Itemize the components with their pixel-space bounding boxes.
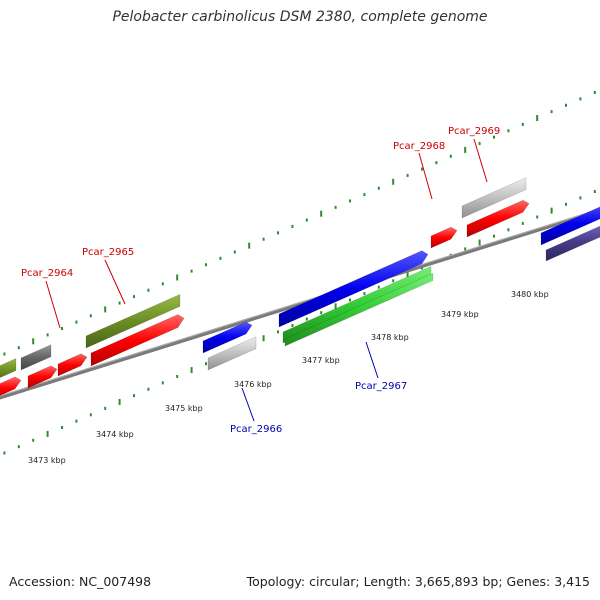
gene-red-left-edge <box>0 376 22 396</box>
tick-track-top <box>3 91 596 356</box>
leader-line <box>241 387 255 422</box>
gene-red-small-b <box>57 353 88 377</box>
map-title: Pelobacter carbinolicus DSM 2380, comple… <box>112 9 488 25</box>
leader-line <box>104 259 126 305</box>
leader-line <box>365 341 379 379</box>
scale-label: 3477 kbp <box>302 356 340 365</box>
gene-olive-left-edge <box>0 358 17 378</box>
genome-backbone <box>0 208 600 400</box>
scale-label: 3478 kbp <box>371 333 409 342</box>
gene-label: Pcar_2968 <box>393 141 445 152</box>
gene-red-tiny <box>430 226 458 249</box>
scale-label: 3474 kbp <box>96 430 134 439</box>
gene-label: Pcar_2966 <box>230 424 282 435</box>
gene-silver-short <box>207 336 257 371</box>
gene-label: Pcar_2969 <box>448 126 500 137</box>
scale-label: 3475 kbp <box>165 404 203 413</box>
gene-slate-right-edge <box>545 225 600 262</box>
gene-blue-right-edge <box>540 206 600 246</box>
scale-label: 3480 kbp <box>511 290 549 299</box>
scale-labels: 3473 kbp 3474 kbp 3475 kbp 3476 kbp 3477 kbp… <box>28 290 549 465</box>
backbone-line <box>0 208 600 400</box>
gene-darkgreen-long <box>284 273 434 347</box>
gene-labels: Pcar_2964 Pcar_2965 Pcar_2966 Pcar_2967 Pcar… <box>21 126 500 435</box>
scale-label: 3476 kbp <box>234 380 272 389</box>
gene-features <box>0 177 600 396</box>
label-leaders <box>45 138 488 422</box>
tick-track-bottom <box>3 190 596 455</box>
gene-gray-small <box>20 344 52 371</box>
scale-label: 3479 kbp <box>441 310 479 319</box>
gene-red-long <box>90 314 185 367</box>
leader-line <box>45 280 61 329</box>
leader-line <box>418 152 433 200</box>
gene-label: Pcar_2965 <box>82 247 134 258</box>
genome-summary-text: Topology: circular; Length: 3,665,893 bp… <box>246 574 590 589</box>
gene-blue-short <box>202 321 253 354</box>
gene-blue-long <box>278 250 429 328</box>
gene-red-small-a <box>27 365 58 389</box>
gene-label: Pcar_2964 <box>21 268 73 279</box>
gene-red-upper <box>466 199 530 238</box>
scale-label: 3473 kbp <box>28 456 66 465</box>
accession-text: Accession: NC_007498 <box>9 574 152 589</box>
gene-olive-long <box>85 293 181 349</box>
leader-line <box>473 138 488 183</box>
gene-silver-upper <box>461 177 527 219</box>
gene-label: Pcar_2967 <box>355 381 407 392</box>
backbone-highlight <box>0 208 600 397</box>
